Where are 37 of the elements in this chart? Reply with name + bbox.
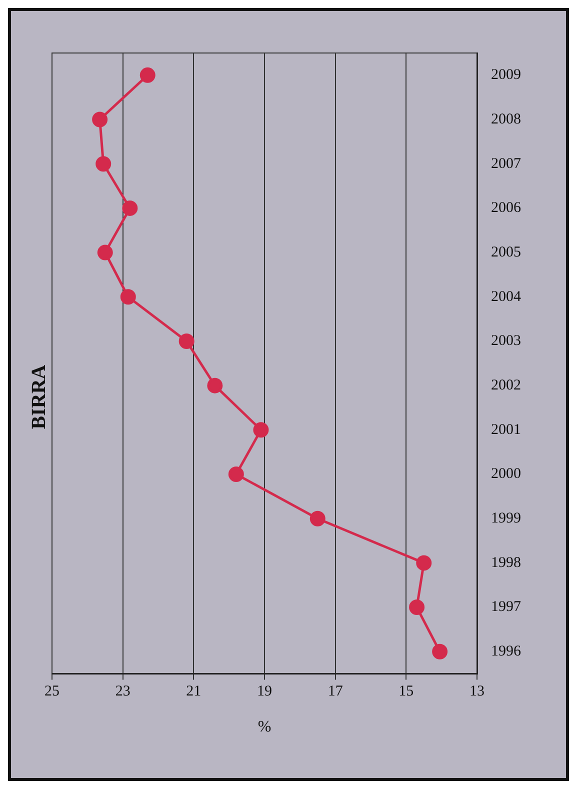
point xyxy=(228,466,244,482)
point xyxy=(207,378,223,394)
point xyxy=(253,422,269,438)
y-tick-label: 2000 xyxy=(491,466,521,482)
y-tick-label: 1998 xyxy=(491,554,521,571)
point xyxy=(97,244,113,260)
point xyxy=(432,644,448,660)
y-tick-label: 2007 xyxy=(491,156,522,172)
y-tick-label: 2008 xyxy=(491,111,521,128)
text: BIRRA xyxy=(28,364,50,430)
y-tick-label: 2006 xyxy=(491,200,522,216)
y-tick-label: 2002 xyxy=(491,378,521,394)
x-tick-label: 17 xyxy=(328,684,344,700)
y-tick-label: 2001 xyxy=(491,422,521,438)
point xyxy=(92,112,108,128)
x-tick-label: 21 xyxy=(186,684,202,700)
point xyxy=(416,555,432,571)
x-tick-label: 15 xyxy=(398,684,414,700)
point xyxy=(122,200,138,216)
y-tick-label: 2005 xyxy=(491,244,521,260)
x-axis-title: % xyxy=(258,718,272,736)
point xyxy=(310,510,326,526)
y-tick-label: 2004 xyxy=(491,288,522,305)
y-tick-label: 1996 xyxy=(491,644,522,660)
x-tick-label: 25 xyxy=(44,684,60,700)
y-tick-label: 1997 xyxy=(491,599,522,616)
point xyxy=(409,600,425,616)
y-tick-label: 1999 xyxy=(491,510,521,527)
x-tick-label: 19 xyxy=(257,684,272,700)
point xyxy=(120,289,136,305)
y-tick-label: 2003 xyxy=(491,333,521,350)
point xyxy=(96,156,112,172)
point xyxy=(140,67,156,83)
x-tick-label: 13 xyxy=(470,684,484,700)
point xyxy=(178,333,194,349)
y-tick-label: 2009 xyxy=(491,67,521,84)
x-tick-label: 23 xyxy=(115,684,130,700)
